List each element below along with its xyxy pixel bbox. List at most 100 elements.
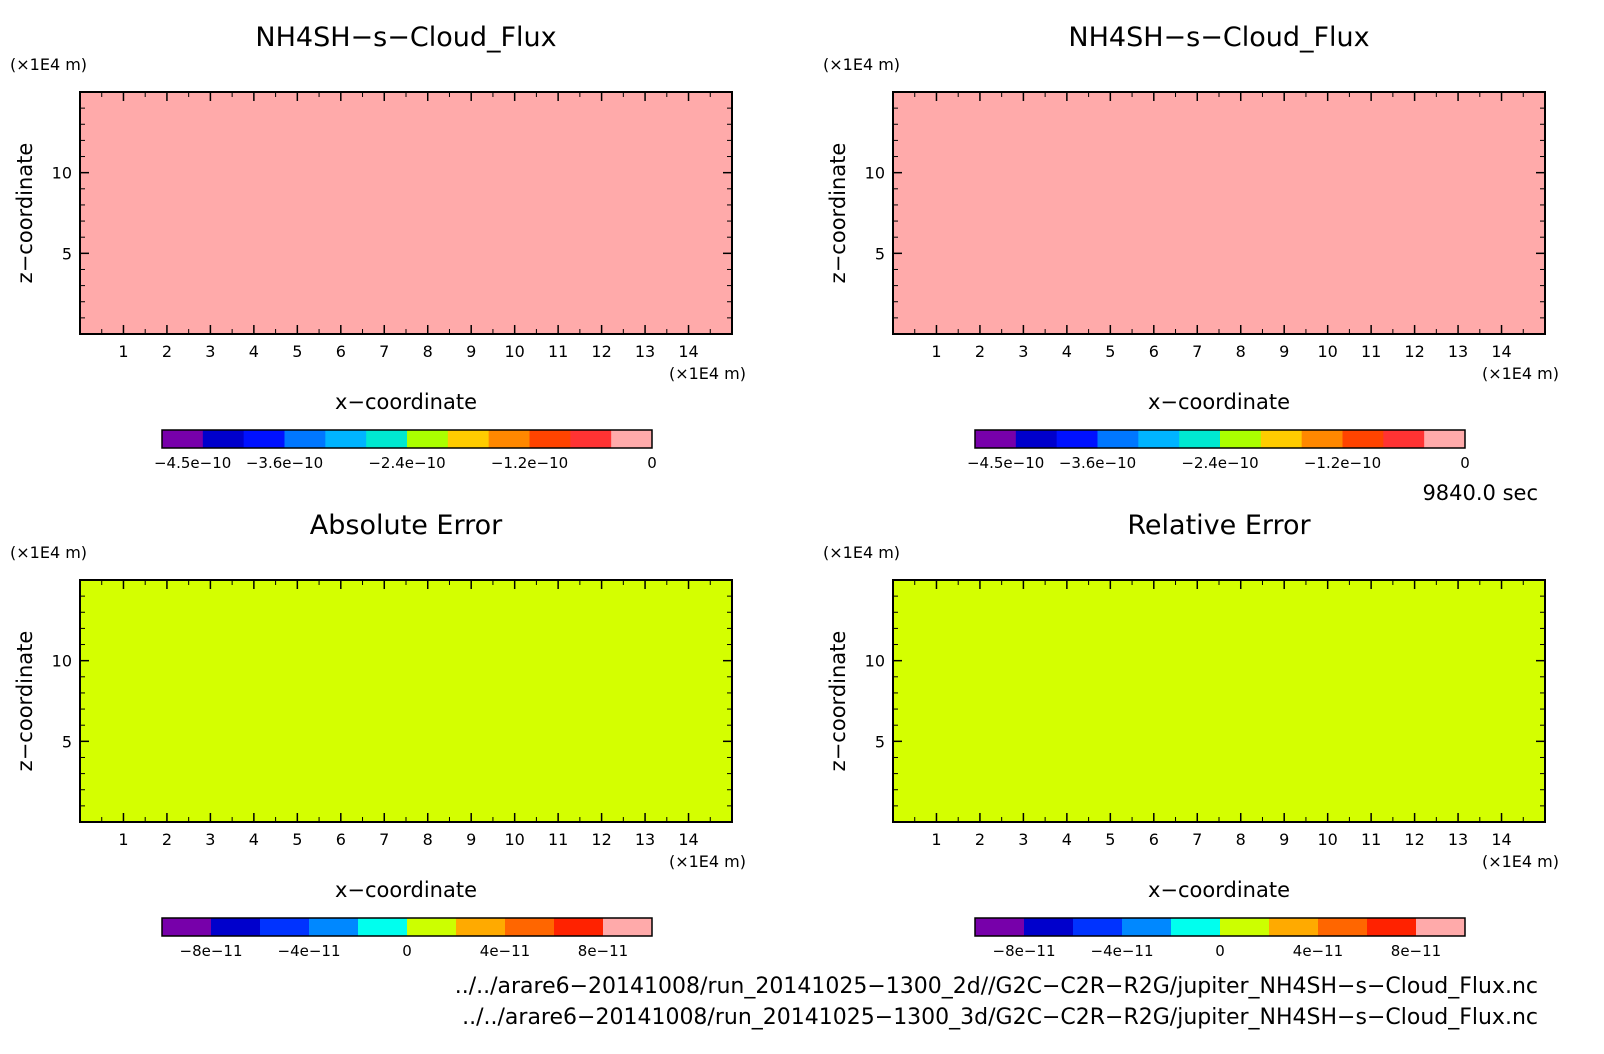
colorbar-segment (407, 918, 457, 936)
colorbar-segment (1342, 430, 1384, 448)
colorbar-tick-label: −4.5e−10 (154, 454, 231, 472)
panel-title: Absolute Error (310, 510, 503, 541)
x-tick-label: 10 (1317, 342, 1337, 361)
x-tick-label: 6 (1149, 342, 1159, 361)
y-tick-label: 5 (62, 732, 72, 751)
colorbar-segment (1260, 430, 1303, 448)
x-tick-label: 7 (1192, 830, 1202, 849)
colorbar-segment (407, 430, 449, 448)
y-tick-label: 5 (875, 244, 885, 263)
x-tick-label: 6 (336, 342, 346, 361)
colorbar-segment (1416, 918, 1466, 936)
x-unit-label: (×1E4 m) (1482, 852, 1559, 871)
colorbar-tick-label: −8e−11 (180, 942, 243, 960)
colorbar-segment (1220, 918, 1270, 936)
colorbar-segment (447, 430, 490, 448)
colorbar-tick-label: −2.4e−10 (1181, 454, 1258, 472)
x-tick-label: 3 (205, 342, 215, 361)
x-unit-label: (×1E4 m) (669, 852, 746, 871)
x-tick-label: 4 (249, 342, 259, 361)
colorbar-segment (260, 918, 310, 936)
y-tick-label: 5 (875, 732, 885, 751)
field-fill (80, 92, 732, 334)
panel-title: Relative Error (1127, 510, 1311, 541)
x-tick-label: 7 (1192, 342, 1202, 361)
colorbar-segment (1122, 918, 1172, 936)
colorbar-segment (162, 430, 204, 448)
x-tick-label: 12 (1404, 830, 1424, 849)
x-tick-label: 4 (1062, 830, 1072, 849)
colorbar-segment (309, 918, 359, 936)
x-tick-label: 3 (1018, 342, 1028, 361)
y-unit-label: (×1E4 m) (823, 543, 900, 562)
y-tick-label: 10 (52, 652, 72, 671)
colorbar-tick-label: 8e−11 (1391, 942, 1441, 960)
y-unit-label: (×1E4 m) (10, 55, 87, 74)
x-tick-label: 14 (678, 342, 698, 361)
x-tick-label: 4 (1062, 342, 1072, 361)
y-unit-label: (×1E4 m) (823, 55, 900, 74)
colorbar-segment (1220, 430, 1262, 448)
file-path-3d: ../../arare6−20141008/run_20141025−1300_… (462, 1005, 1538, 1030)
x-tick-label: 2 (975, 342, 985, 361)
colorbar-tick-label: 0 (647, 454, 657, 472)
panel-title: NH4SH−s−Cloud_Flux (1068, 22, 1369, 53)
colorbar-segment (366, 430, 408, 448)
colorbar-tick-label: −3.6e−10 (1059, 454, 1136, 472)
x-tick-label: 5 (1105, 830, 1115, 849)
x-tick-label: 1 (931, 830, 941, 849)
x-tick-label: 9 (1279, 342, 1289, 361)
colorbar-tick-label: −3.6e−10 (246, 454, 323, 472)
x-tick-label: 8 (423, 342, 433, 361)
colorbar-segment (162, 918, 212, 936)
colorbar-segment (243, 430, 285, 448)
y-tick-label: 10 (865, 164, 885, 183)
colorbar-segment (1171, 918, 1221, 936)
colorbar-tick-label: −4e−11 (1091, 942, 1154, 960)
colorbar: −4.5e−10 −3.6e−10 −2.4e−10 −1.2e−10 0 (154, 429, 657, 472)
colorbar-tick-label: −1.2e−10 (491, 454, 568, 472)
x-tick-label: 14 (678, 830, 698, 849)
colorbar-tick-label: 0 (1460, 454, 1470, 472)
field-fill (80, 580, 732, 822)
x-tick-label: 4 (249, 830, 259, 849)
x-tick-label: 5 (1105, 342, 1115, 361)
x-tick-label: 13 (635, 342, 655, 361)
colorbar-tick-label: 4e−11 (1293, 942, 1343, 960)
field-fill (893, 92, 1545, 334)
x-axis-label: x−coordinate (335, 390, 477, 414)
x-tick-label: 13 (1448, 342, 1468, 361)
x-tick-label: 5 (292, 830, 302, 849)
panel-1: NH4SH−s−Cloud_Flux(×1E4 m)1 2 3 4 5 6 7 8 9 10 11 1… (10, 22, 746, 472)
x-tick-label: 14 (1491, 342, 1511, 361)
x-tick-label: 11 (548, 342, 568, 361)
x-tick-label: 12 (591, 342, 611, 361)
x-tick-label: 2 (162, 342, 172, 361)
y-tick-label: 10 (52, 164, 72, 183)
x-tick-label: 5 (292, 342, 302, 361)
colorbar-segment (456, 918, 506, 936)
colorbar-segment (202, 430, 245, 448)
colorbar-segment (1367, 918, 1417, 936)
x-tick-label: 8 (1236, 830, 1246, 849)
colorbar-tick-label: −1.2e−10 (1304, 454, 1381, 472)
colorbar-segment (1269, 918, 1319, 936)
colorbar-segment (975, 918, 1025, 936)
colorbar-segment (505, 918, 555, 936)
colorbar-segment (554, 918, 604, 936)
panels-layer: NH4SH−s−Cloud_Flux(×1E4 m)1 2 3 4 5 6 7 8 9 10 11 1… (10, 22, 1559, 960)
x-tick-label: 2 (162, 830, 172, 849)
colorbar: −8e−11 −4e−11 0 4e−11 8e−11 (974, 917, 1466, 960)
x-tick-label: 10 (504, 342, 524, 361)
x-tick-label: 10 (1317, 830, 1337, 849)
x-tick-label: 3 (205, 830, 215, 849)
x-tick-label: 8 (1236, 342, 1246, 361)
colorbar-tick-label: −4e−11 (278, 942, 341, 960)
colorbar-segment (611, 430, 653, 448)
colorbar-segment (1179, 430, 1221, 448)
colorbar-segment (1073, 918, 1123, 936)
x-tick-label: 13 (1448, 830, 1468, 849)
x-tick-label: 2 (975, 830, 985, 849)
colorbar-segment (1301, 430, 1343, 448)
x-tick-label: 14 (1491, 830, 1511, 849)
